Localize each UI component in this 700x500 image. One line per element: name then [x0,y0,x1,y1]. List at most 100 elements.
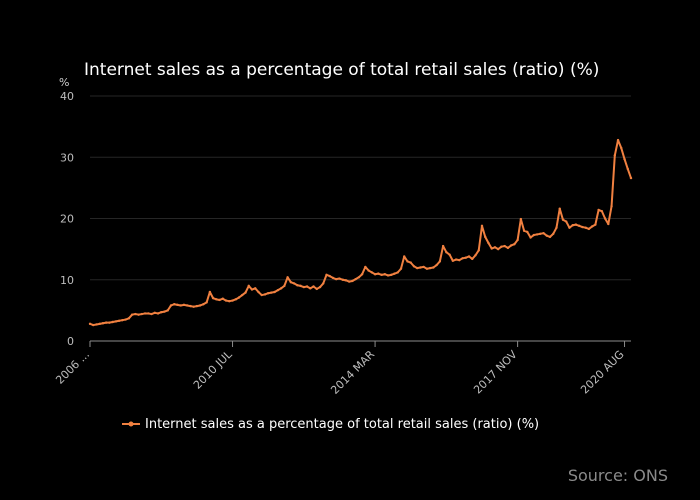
data-point[interactable] [561,218,565,221]
data-point[interactable] [590,225,594,228]
data-point[interactable] [250,288,254,291]
data-point[interactable] [558,207,561,210]
data-point[interactable] [331,276,335,280]
data-point[interactable] [98,322,101,326]
data-point[interactable] [532,233,536,237]
data-point[interactable] [147,312,150,315]
data-point[interactable] [415,266,419,270]
data-point[interactable] [539,232,542,236]
data-point[interactable] [312,285,315,288]
data-point[interactable] [484,235,487,239]
data-point[interactable] [208,290,212,294]
data-point[interactable] [428,266,432,270]
data-point[interactable] [286,276,289,279]
data-point[interactable] [406,260,409,263]
data-point[interactable] [490,247,493,250]
data-point[interactable] [568,226,571,229]
data-point[interactable] [198,304,202,307]
data-point[interactable] [519,217,523,221]
data-point[interactable] [454,258,458,261]
data-point[interactable] [315,287,318,291]
data-point[interactable] [399,267,403,270]
data-point[interactable] [179,304,182,307]
data-point[interactable] [221,297,225,300]
data-point[interactable] [127,317,131,320]
data-point[interactable] [215,298,218,301]
data-point[interactable] [438,260,442,263]
data-point[interactable] [283,284,286,288]
data-point[interactable] [522,229,526,232]
data-point[interactable] [445,250,448,254]
data-point[interactable] [603,217,607,220]
data-point[interactable] [195,304,199,308]
data-point[interactable] [354,277,357,281]
data-point[interactable] [341,278,344,281]
data-point[interactable] [613,154,616,157]
data-point[interactable] [496,247,500,251]
data-point[interactable] [169,304,173,307]
data-point[interactable] [92,323,95,327]
data-point[interactable] [322,282,325,285]
data-point[interactable] [629,176,633,180]
data-point[interactable] [105,321,108,324]
data-point[interactable] [318,285,322,289]
data-point[interactable] [344,279,348,282]
data-point[interactable] [386,274,390,277]
data-point[interactable] [607,222,610,226]
data-point[interactable] [108,321,111,324]
data-point[interactable] [367,269,370,272]
data-point[interactable] [451,259,455,262]
data-point[interactable] [380,273,383,277]
data-point[interactable] [409,261,412,264]
data-point[interactable] [393,272,396,275]
data-point[interactable] [458,258,461,262]
data-point[interactable] [270,291,273,294]
data-point[interactable] [493,246,497,249]
data-point[interactable] [597,208,600,212]
data-point[interactable] [422,265,425,269]
data-point[interactable] [257,290,260,294]
data-point[interactable] [205,301,208,304]
data-point[interactable] [425,267,429,270]
data-point[interactable] [351,279,354,283]
data-point[interactable] [474,254,477,257]
data-point[interactable] [542,232,545,235]
data-point[interactable] [548,235,552,239]
data-point[interactable] [577,224,581,228]
data-point[interactable] [370,271,374,274]
data-point[interactable] [477,249,480,252]
data-point[interactable] [373,273,377,276]
data-point[interactable] [364,265,367,269]
data-point[interactable] [623,157,626,161]
legend[interactable]: Internet sales as a percentage of total … [122,417,539,432]
data-point[interactable] [88,322,92,326]
data-point[interactable] [166,309,169,312]
data-point[interactable] [435,263,438,267]
data-point[interactable] [610,205,613,208]
data-point[interactable] [357,276,361,279]
data-point[interactable] [228,299,231,303]
data-point[interactable] [620,146,623,150]
data-point[interactable] [150,312,153,316]
data-point[interactable] [396,271,399,274]
data-point[interactable] [276,288,280,292]
data-point[interactable] [117,319,121,322]
data-point[interactable] [263,293,267,296]
data-point[interactable] [111,320,114,324]
data-point[interactable] [305,285,309,288]
data-point[interactable] [594,223,597,226]
data-point[interactable] [143,312,147,315]
data-point[interactable] [134,312,137,316]
data-point[interactable] [403,255,406,258]
data-point[interactable] [412,265,416,268]
data-point[interactable] [500,245,503,248]
data-point[interactable] [296,284,299,287]
data-point[interactable] [506,246,510,250]
data-point[interactable] [114,320,118,323]
data-point[interactable] [516,238,519,242]
data-point[interactable] [101,322,105,325]
data-point[interactable] [338,277,341,280]
data-point[interactable] [487,241,490,245]
data-point[interactable] [309,287,312,290]
data-point[interactable] [260,293,263,297]
